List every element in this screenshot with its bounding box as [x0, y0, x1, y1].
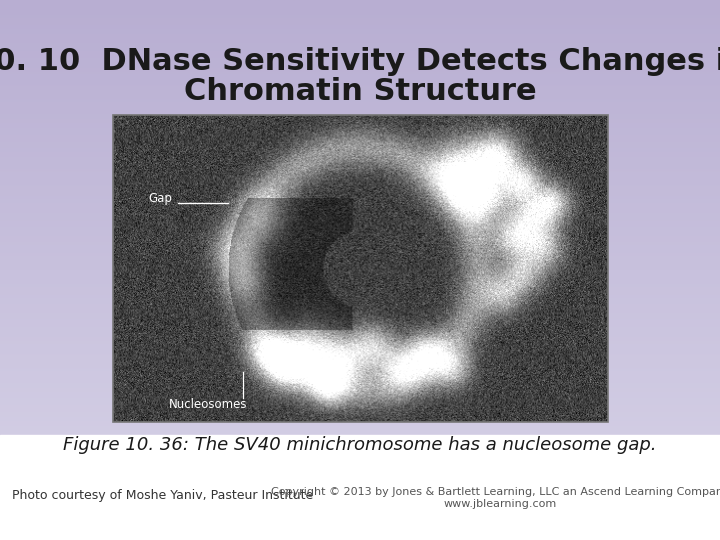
Text: Photo courtesy of Moshe Yaniv, Pasteur Institute: Photo courtesy of Moshe Yaniv, Pasteur I…: [12, 489, 313, 502]
Text: Nucleosomes: Nucleosomes: [168, 398, 247, 411]
Text: 10. 10  DNase Sensitivity Detects Changes in: 10. 10 DNase Sensitivity Detects Changes…: [0, 48, 720, 77]
Text: Gap: Gap: [148, 192, 172, 205]
Text: Copyright © 2013 by Jones & Bartlett Learning, LLC an Ascend Learning Company
ww: Copyright © 2013 by Jones & Bartlett Lea…: [271, 487, 720, 509]
Text: Chromatin Structure: Chromatin Structure: [184, 78, 536, 106]
Text: Figure 10. 36: The SV40 minichromosome has a nucleosome gap.: Figure 10. 36: The SV40 minichromosome h…: [63, 436, 657, 454]
Bar: [113, 115, 608, 422]
Bar: [0, 435, 720, 540]
